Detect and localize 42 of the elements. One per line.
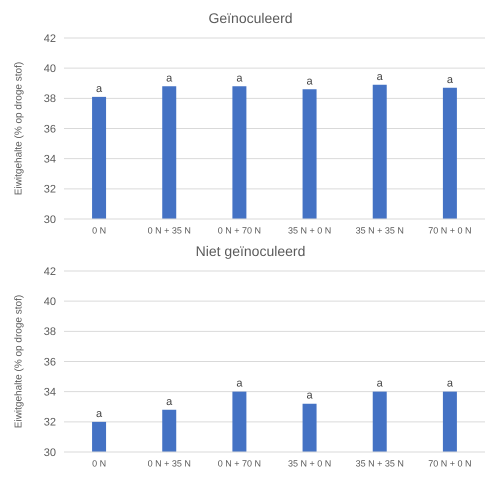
data-label: a <box>166 396 174 408</box>
x-tick-label: 0 N + 35 N <box>148 225 191 236</box>
y-tick-label: 30 <box>44 214 56 226</box>
x-tick-label: 70 N + 0 N <box>428 225 472 236</box>
data-label: a <box>376 70 384 83</box>
data-label: a <box>376 378 384 390</box>
y-tick-label: 32 <box>44 416 56 429</box>
y-axis-title: Eiwitgehalte (% op droge stof) <box>14 294 25 428</box>
y-tick-label: 32 <box>44 184 56 196</box>
y-tick-label: 40 <box>44 63 56 76</box>
y-axis-title: Eiwitgehalte (% op droge stof) <box>14 62 25 196</box>
y-tick-label: 42 <box>44 32 56 45</box>
y-tick-label: 42 <box>44 266 56 278</box>
x-tick-label: 0 N <box>92 225 106 236</box>
y-tick-label: 34 <box>44 386 56 399</box>
x-tick-label: 0 N + 70 N <box>218 225 262 236</box>
data-label: a <box>236 378 244 390</box>
data-label: a <box>446 378 454 390</box>
data-label: a <box>96 408 104 420</box>
y-tick-label: 30 <box>44 446 56 459</box>
data-label: a <box>306 75 314 88</box>
chart-title: Geïnoculeerd <box>207 9 294 28</box>
y-tick-label: 38 <box>44 93 56 106</box>
y-tick-label: 40 <box>44 296 56 308</box>
x-tick-label: 70 N + 0 N <box>428 458 472 468</box>
x-tick-label: 35 N + 0 N <box>288 225 332 236</box>
data-label: a <box>166 72 174 84</box>
y-tick-label: 36 <box>44 123 56 136</box>
chart-title: Niet geïnoculeerd <box>194 242 306 261</box>
x-tick-label: 35 N + 35 N <box>356 225 404 236</box>
x-tick-label: 35 N + 0 N <box>288 458 332 468</box>
y-tick-label: 34 <box>44 154 56 166</box>
x-tick-label: 0 N <box>92 458 106 468</box>
data-label: a <box>446 74 454 86</box>
y-tick-label: 38 <box>44 326 56 338</box>
data-label: a <box>96 82 104 95</box>
x-tick-label: 0 N + 35 N <box>148 458 191 468</box>
y-tick-label: 36 <box>44 356 56 368</box>
x-tick-label: 0 N + 70 N <box>218 458 262 468</box>
data-label: a <box>236 72 244 84</box>
data-label: a <box>306 390 314 402</box>
x-tick-label: 35 N + 35 N <box>356 458 404 468</box>
